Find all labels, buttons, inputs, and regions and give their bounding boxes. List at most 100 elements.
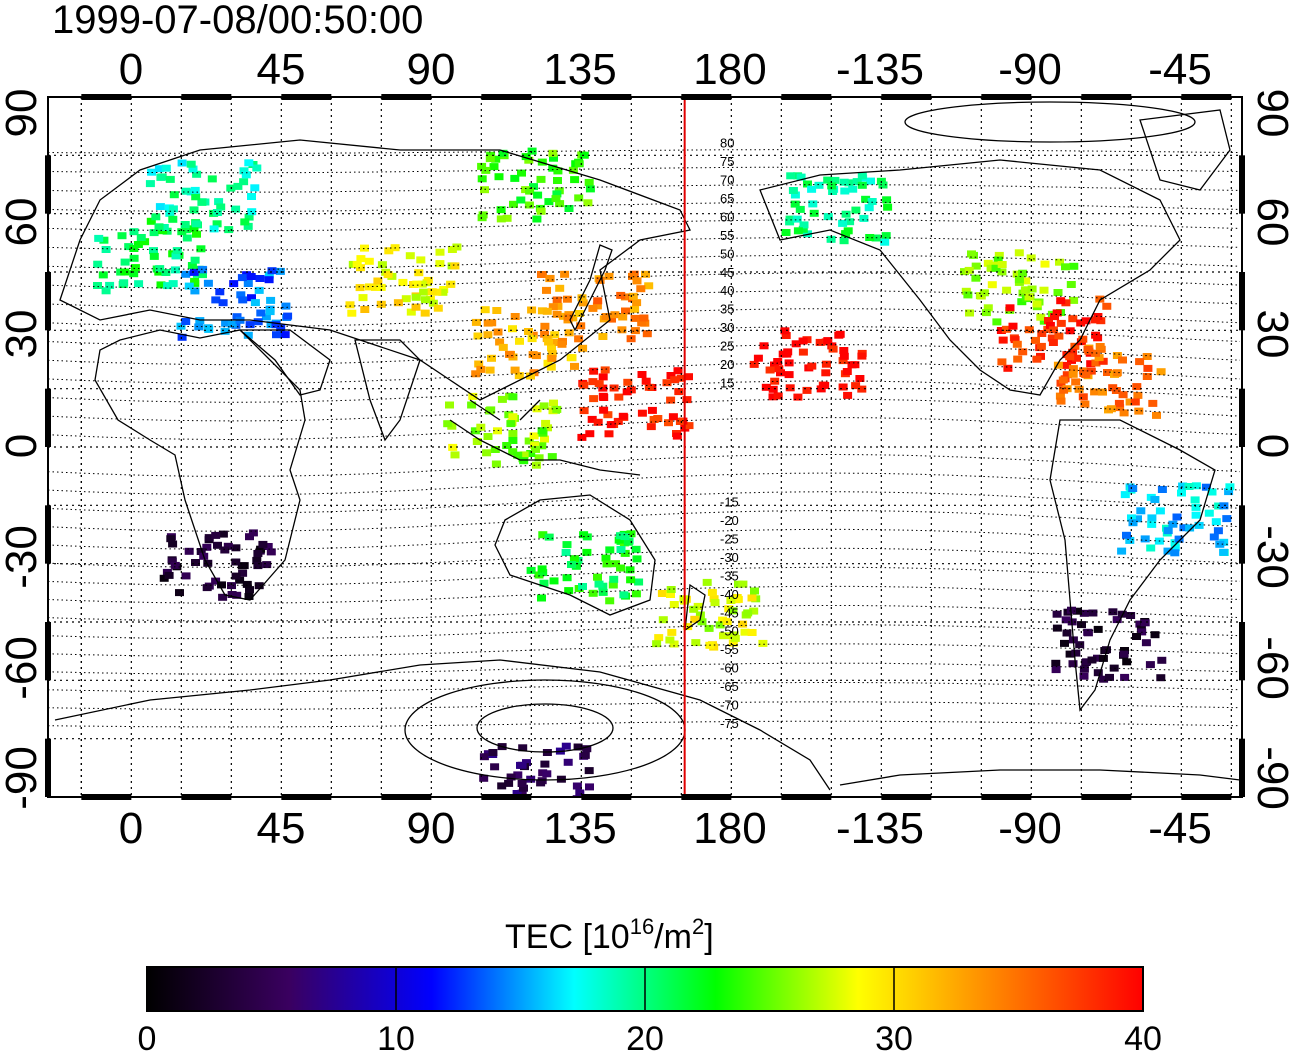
tec-cell [510, 313, 520, 320]
tec-cell [666, 372, 676, 379]
tec-cell [159, 574, 169, 582]
tec-cell [105, 281, 115, 289]
tec-cell [614, 536, 624, 544]
tec-cell [1103, 369, 1112, 376]
tec-cell [491, 460, 501, 468]
frame-tick [1239, 622, 1245, 681]
tec-cell [136, 234, 146, 241]
tec-cell [815, 338, 825, 346]
tec-cell [508, 430, 518, 437]
tec-cell [480, 306, 490, 314]
top-lon-tick: -135 [836, 45, 924, 94]
tec-cell [1040, 260, 1050, 268]
tec-cell [542, 770, 552, 778]
right-lat-tick: -90 [1248, 746, 1292, 810]
tec-cell [166, 535, 176, 543]
tec-cell [1219, 548, 1229, 556]
tec-cell [1003, 364, 1013, 372]
tec-cell [585, 185, 595, 193]
tec-cell [1070, 342, 1080, 350]
tec-cell [539, 579, 549, 587]
tec-cell [181, 572, 191, 580]
magnetic-contour [48, 566, 1241, 586]
tec-cell [1012, 340, 1022, 348]
tec-cell [657, 590, 667, 597]
tec-cell [667, 628, 677, 636]
magnetic-contour [48, 201, 1241, 212]
tec-cell [145, 180, 155, 188]
tec-cell [120, 268, 130, 276]
tec-cell [218, 299, 228, 307]
tec-cell [231, 544, 241, 552]
top-lon-tick: 90 [407, 45, 456, 94]
tec-cell [352, 261, 362, 268]
tec-cell [1150, 631, 1160, 639]
tec-cell [605, 597, 615, 605]
tec-cell [563, 313, 573, 321]
tec-cell [506, 773, 516, 781]
tec-cell [425, 295, 435, 303]
tec-cell [188, 165, 198, 173]
frame-tick [1181, 94, 1232, 100]
colorbar-label: TEC [1016/m2] [505, 914, 714, 956]
tec-cell [807, 185, 817, 193]
tec-cell [527, 335, 537, 343]
tec-cell [358, 294, 368, 302]
tec-cell [588, 378, 598, 386]
tec-cell [1078, 335, 1088, 343]
frame-tick [981, 94, 1032, 100]
right-lat-tick: -30 [1248, 525, 1292, 589]
tec-cell [740, 628, 750, 636]
tec-cell [579, 531, 589, 539]
tec-cell [129, 228, 139, 236]
tec-cell [803, 180, 812, 188]
tec-cell [572, 782, 582, 790]
tec-cell [1052, 309, 1062, 317]
tec-cell [1066, 281, 1076, 288]
tec-cell [674, 388, 684, 396]
tec-cell [577, 294, 587, 302]
tec-cell [1179, 524, 1189, 532]
tec-cell [508, 393, 518, 401]
tec-cell [235, 576, 245, 584]
tec-cell [524, 437, 534, 445]
tec-cell [1024, 293, 1034, 301]
tec-cell [626, 530, 636, 538]
tec-cell [1091, 359, 1101, 367]
tec-cell [220, 327, 230, 335]
tec-cell [189, 206, 199, 214]
tec-cell [514, 372, 524, 380]
tec-cell [414, 269, 424, 277]
tec-cell [445, 401, 454, 409]
frame-tick [45, 272, 51, 331]
tec-cell [212, 220, 222, 228]
tec-cell [568, 166, 578, 174]
tec-cell [996, 327, 1006, 334]
tec-cell [203, 279, 213, 287]
tec-cell [450, 451, 460, 459]
tec-cell [666, 591, 675, 598]
tec-cell [1122, 531, 1131, 539]
tec-cell [726, 597, 736, 604]
tec-cell [232, 591, 242, 599]
frame-tick [681, 794, 732, 800]
tec-cell [578, 299, 588, 307]
tec-cell [1170, 549, 1180, 557]
tec-cell [1207, 488, 1217, 496]
tec-cell [497, 799, 506, 806]
tec-cell [632, 299, 642, 307]
frame-tick-bars [45, 94, 1245, 800]
tec-cell [253, 550, 263, 557]
tec-cell [247, 193, 256, 200]
tec-cell [1132, 633, 1141, 640]
frame-tick [381, 794, 432, 800]
tec-cell [1147, 520, 1157, 528]
tec-cell [864, 204, 874, 212]
tec-cell [1061, 299, 1071, 307]
left-latitude-ticks: 90 60 30 0 -30 -60 -90 [0, 89, 46, 810]
bottom-longitude-ticks: 0 45 90 135 180 -135 -90 -45 [119, 804, 1212, 853]
tec-cell [601, 313, 611, 320]
tec-cell [548, 149, 558, 157]
tec-cell [1105, 673, 1114, 681]
tec-cell [641, 270, 650, 278]
